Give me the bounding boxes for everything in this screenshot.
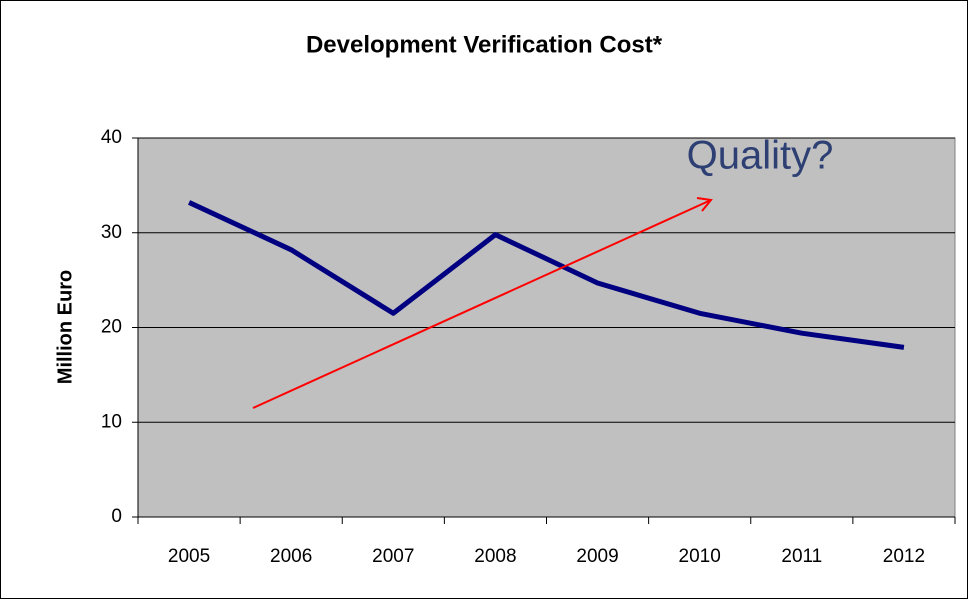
x-tick-label: 2007	[372, 546, 414, 567]
series	[188, 200, 905, 350]
grid	[132, 137, 956, 524]
chart-title: Development Verification Cost*	[306, 31, 663, 58]
x-tick-label: 2008	[474, 546, 516, 567]
y-tick-label: 0	[111, 506, 122, 527]
arrow	[252, 197, 713, 409]
y-tick-label: 10	[101, 411, 122, 432]
annotation: Quality?	[687, 134, 834, 178]
y-tick-label: 40	[101, 127, 122, 148]
y-axis-label: Million Euro	[54, 270, 76, 384]
x-tick-label: 2011	[781, 546, 822, 567]
x-tick-label: 2009	[576, 546, 618, 567]
y-tick-label: 20	[101, 317, 122, 338]
x-tick-label: 2010	[679, 546, 721, 567]
arrow-head	[696, 197, 713, 212]
arrow-line	[252, 199, 712, 409]
x-tick-label: 2005	[168, 546, 210, 567]
y-tick-label: 30	[101, 222, 122, 243]
x-tick-label: 2006	[270, 546, 312, 567]
x-tick-label: 2012	[883, 546, 925, 567]
data-line	[188, 200, 905, 350]
